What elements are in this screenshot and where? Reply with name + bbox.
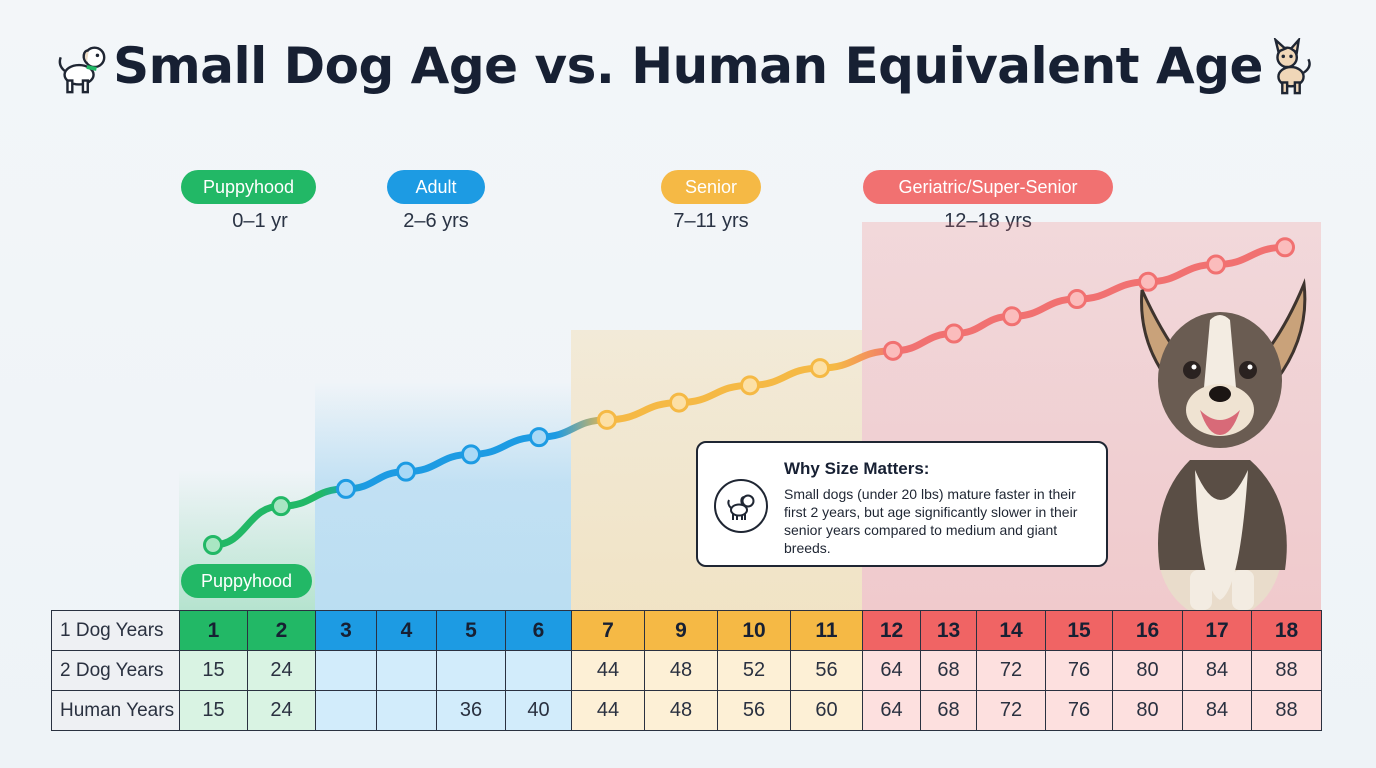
data-point: [336, 478, 356, 499]
table-cell: 84: [1182, 690, 1252, 731]
data-point: [396, 461, 416, 482]
table-cell: 6: [505, 610, 572, 651]
chihuahua-icon: [1273, 38, 1311, 95]
table-cell: 44: [571, 690, 645, 731]
table-cell: 88: [1251, 650, 1322, 691]
data-point: [944, 323, 964, 344]
data-point: [529, 427, 549, 448]
dog-glyph: [727, 494, 755, 520]
table-cell: 5: [436, 610, 506, 651]
stage-range-puppyhood: 0–1 yr: [232, 210, 288, 232]
info-box: Why Size Matters: Small dogs (under 20 l…: [696, 441, 1108, 567]
table-cell: 15: [1045, 610, 1113, 651]
table-cell: 64: [862, 690, 921, 731]
table-cell: 9: [644, 610, 718, 651]
data-point: [1138, 271, 1158, 292]
table-cell: 76: [1045, 690, 1113, 731]
table-cell: 80: [1112, 690, 1183, 731]
table-cell: 76: [1045, 650, 1113, 691]
table-cell: 4: [376, 610, 437, 651]
table-cell: 80: [1112, 650, 1183, 691]
table-cell: 72: [976, 690, 1046, 731]
data-point: [1206, 254, 1226, 275]
info-title: Why Size Matters:: [784, 459, 930, 478]
table-cell: 72: [976, 650, 1046, 691]
chart-stage-label: Puppyhood: [181, 564, 312, 598]
table-cell: 24: [247, 650, 316, 691]
data-point: [669, 392, 689, 413]
stage-pill-adult: Adult: [387, 170, 485, 204]
data-point: [1275, 237, 1295, 258]
data-point: [1067, 289, 1087, 310]
table-cell: 2: [247, 610, 316, 651]
dog-illustration: [1140, 278, 1307, 610]
table-cell: 7: [571, 610, 645, 651]
table-cell: 14: [976, 610, 1046, 651]
table-cell: 10: [717, 610, 791, 651]
table-cell: 56: [790, 650, 863, 691]
table-row: Human Years 15 24 36 40 44 48 56 60 64 68 72 76 80 84 8…: [51, 690, 1322, 731]
row-label: Human Years: [51, 690, 180, 731]
table-cell: 68: [920, 690, 977, 731]
table-cell: [436, 650, 506, 691]
table-cell: 56: [717, 690, 791, 731]
table-cell: [376, 690, 437, 731]
stage-range-adult: 2–6 yrs: [403, 210, 469, 232]
table-cell: [376, 650, 437, 691]
table-cell: 15: [179, 690, 248, 731]
table-cell: 40: [505, 690, 572, 731]
table-cell: 17: [1182, 610, 1252, 651]
puppy-icon: [58, 46, 106, 94]
stage-pill-senior: Senior: [661, 170, 761, 204]
data-point: [1002, 306, 1022, 327]
table-cell: 16: [1112, 610, 1183, 651]
data-point: [597, 409, 617, 430]
table-cell: 11: [790, 610, 863, 651]
table-cell: 52: [717, 650, 791, 691]
table-cell: 1: [179, 610, 248, 651]
table-cell: [315, 650, 377, 691]
data-point: [883, 340, 903, 361]
data-point: [740, 375, 760, 396]
table-cell: 60: [790, 690, 863, 731]
data-point: [271, 496, 291, 517]
header: Small Dog Age vs. Human Equivalent Age: [0, 30, 1376, 102]
age-table: 1 Dog Years 1 2 3 4 5 6 7 9 10 11 12 13 14 15 16 17 18 2 D…: [51, 610, 1322, 731]
table-cell: 15: [179, 650, 248, 691]
table-row: 2 Dog Years 15 24 44 48 52 56 64 68 72 76 80 84 88: [51, 650, 1322, 691]
table-cell: 18: [1251, 610, 1322, 651]
stage-range-senior: 7–11 yrs: [673, 210, 749, 232]
table-cell: [315, 690, 377, 731]
info-text: Small dogs (under 20 lbs) mature faster …: [784, 486, 1078, 556]
page-title: Small Dog Age vs. Human Equivalent Age: [113, 37, 1263, 95]
table-cell: 88: [1251, 690, 1322, 731]
stage-pill-puppyhood: Puppyhood: [181, 170, 316, 204]
dog-icon: [714, 479, 768, 533]
table-cell: 64: [862, 650, 921, 691]
table-cell: 12: [862, 610, 921, 651]
table-cell: 48: [644, 650, 718, 691]
table-cell: 48: [644, 690, 718, 731]
data-point: [203, 535, 223, 555]
table-cell: 68: [920, 650, 977, 691]
table-cell: 13: [920, 610, 977, 651]
table-cell: 44: [571, 650, 645, 691]
table-cell: 84: [1182, 650, 1252, 691]
table-cell: [505, 650, 572, 691]
table-cell: 24: [247, 690, 316, 731]
table-row: 1 Dog Years 1 2 3 4 5 6 7 9 10 11 12 13 14 15 16 17 18: [51, 610, 1322, 651]
row-label: 1 Dog Years: [51, 610, 180, 651]
stage-band: [315, 380, 571, 610]
table-cell: 3: [315, 610, 377, 651]
table-cell: 36: [436, 690, 506, 731]
data-point: [810, 358, 830, 379]
data-point: [461, 444, 481, 465]
stage-pill-geriatric: Geriatric/Super-Senior: [863, 170, 1113, 204]
row-label: 2 Dog Years: [51, 650, 180, 691]
